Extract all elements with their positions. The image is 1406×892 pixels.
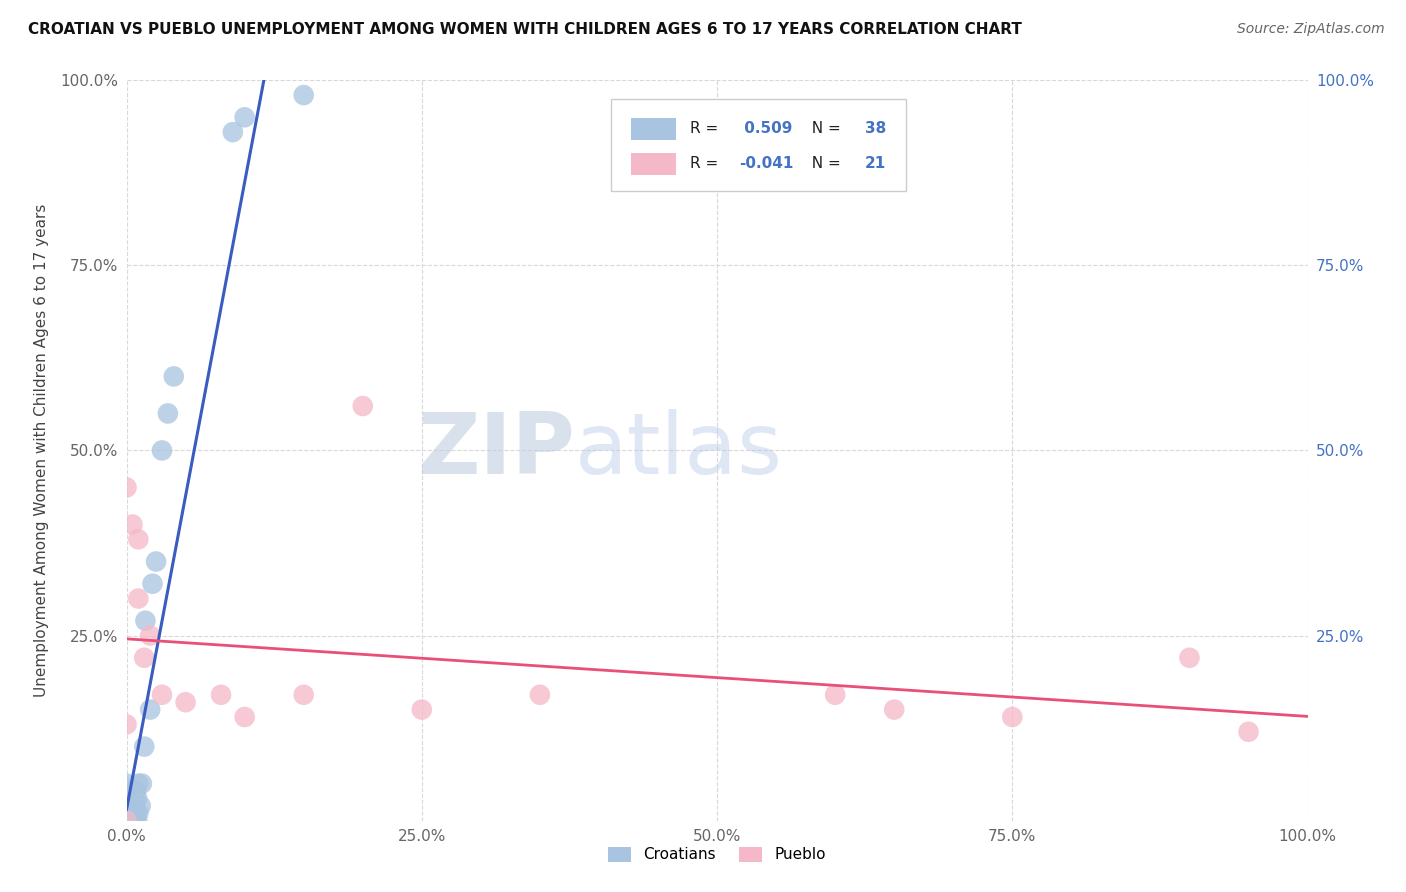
Point	[120, 806, 142, 821]
Point	[115, 806, 138, 821]
Point	[222, 125, 245, 139]
Point	[127, 533, 149, 547]
Y-axis label: Unemployment Among Women with Children Ages 6 to 17 years: Unemployment Among Women with Children A…	[34, 203, 49, 698]
Point	[139, 703, 162, 717]
Text: atlas: atlas	[575, 409, 783, 492]
Text: 0.509: 0.509	[740, 121, 793, 136]
Point	[529, 688, 551, 702]
Point	[115, 806, 138, 821]
Point	[824, 688, 846, 702]
Text: CROATIAN VS PUEBLO UNEMPLOYMENT AMONG WOMEN WITH CHILDREN AGES 6 TO 17 YEARS COR: CROATIAN VS PUEBLO UNEMPLOYMENT AMONG WO…	[28, 22, 1022, 37]
Point	[1178, 650, 1201, 665]
Point	[352, 399, 374, 413]
Point	[127, 791, 149, 805]
Point	[209, 688, 232, 702]
Point	[121, 806, 143, 821]
Point	[115, 784, 138, 798]
Point	[115, 798, 138, 813]
Text: N =: N =	[801, 121, 846, 136]
Point	[174, 695, 197, 709]
Point	[141, 576, 163, 591]
Point	[1001, 710, 1024, 724]
Text: 38: 38	[865, 121, 886, 136]
Point	[134, 650, 156, 665]
Point	[125, 784, 148, 798]
Point	[115, 798, 138, 813]
Text: ZIP: ZIP	[418, 409, 575, 492]
Point	[145, 555, 167, 569]
Point	[124, 814, 146, 828]
Point	[125, 806, 148, 821]
Text: 21: 21	[865, 156, 886, 170]
Point	[115, 480, 138, 494]
Legend: Croatians, Pueblo: Croatians, Pueblo	[602, 841, 832, 869]
Point	[127, 814, 149, 828]
Point	[115, 814, 138, 828]
Point	[292, 688, 315, 702]
FancyBboxPatch shape	[610, 99, 905, 191]
Point	[134, 739, 156, 754]
Point	[233, 710, 256, 724]
Point	[115, 814, 138, 828]
Point	[139, 628, 162, 642]
Point	[156, 407, 179, 421]
Text: Source: ZipAtlas.com: Source: ZipAtlas.com	[1237, 22, 1385, 37]
Point	[115, 814, 138, 828]
Point	[131, 776, 153, 791]
Point	[233, 111, 256, 125]
FancyBboxPatch shape	[631, 153, 676, 175]
Point	[129, 798, 152, 813]
Point	[120, 798, 142, 813]
Point	[1237, 724, 1260, 739]
Point	[122, 798, 145, 813]
Point	[163, 369, 186, 384]
Text: -0.041: -0.041	[740, 156, 794, 170]
FancyBboxPatch shape	[631, 118, 676, 140]
Point	[120, 814, 142, 828]
Point	[115, 717, 138, 731]
Point	[115, 791, 138, 805]
Point	[127, 591, 149, 606]
Point	[115, 776, 138, 791]
Text: R =: R =	[690, 156, 723, 170]
Point	[411, 703, 433, 717]
Point	[883, 703, 905, 717]
Point	[127, 776, 149, 791]
Point	[120, 806, 142, 821]
Point	[124, 798, 146, 813]
Text: R =: R =	[690, 121, 723, 136]
Point	[292, 88, 315, 103]
Point	[121, 517, 143, 532]
Point	[115, 791, 138, 805]
Point	[121, 814, 143, 828]
Text: N =: N =	[801, 156, 846, 170]
Point	[150, 688, 173, 702]
Point	[127, 806, 149, 821]
Point	[150, 443, 173, 458]
Point	[134, 614, 156, 628]
